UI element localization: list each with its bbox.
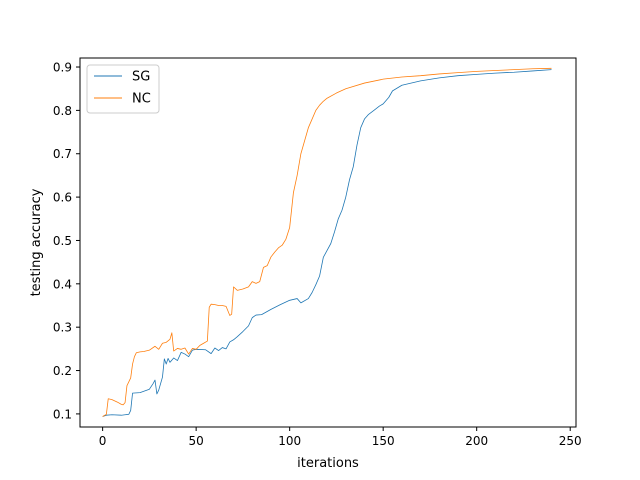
y-tick-label: 0.3 xyxy=(53,321,72,335)
y-axis-label: testing accuracy xyxy=(29,188,44,296)
y-tick-label: 0.7 xyxy=(53,147,72,161)
legend-box xyxy=(86,64,160,114)
y-tick-label: 0.9 xyxy=(53,61,72,75)
y-tick-label: 0.8 xyxy=(53,104,72,118)
y-tick-label: 0.6 xyxy=(53,191,72,205)
y-tick-label: 0.1 xyxy=(53,407,72,421)
series-line-sg xyxy=(102,69,552,417)
x-tick-label: 0 xyxy=(99,434,107,448)
series-line-nc xyxy=(102,67,552,417)
plot-lines xyxy=(102,67,552,417)
x-axis: 0 50 100 150 200 250 xyxy=(99,427,582,448)
y-tick-label: 0.5 xyxy=(53,234,72,248)
x-tick-label: 200 xyxy=(465,434,488,448)
x-tick-label: 150 xyxy=(372,434,395,448)
y-axis: 0.1 0.2 0.3 0.4 0.5 0.6 0.7 0.8 0.9 xyxy=(53,61,80,421)
legend: SG NC xyxy=(86,64,160,114)
legend-label-sg: SG xyxy=(132,70,150,85)
y-tick-label: 0.4 xyxy=(53,277,72,291)
legend-label-nc: NC xyxy=(132,92,151,107)
x-tick-label: 50 xyxy=(189,434,204,448)
plot-frame xyxy=(79,57,577,428)
x-axis-label: iterations xyxy=(297,456,359,471)
y-tick-label: 0.2 xyxy=(53,364,72,378)
x-tick-label: 250 xyxy=(559,434,582,448)
x-tick-label: 100 xyxy=(278,434,301,448)
